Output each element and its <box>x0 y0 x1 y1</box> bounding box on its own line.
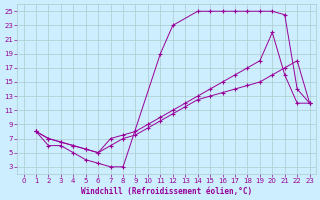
X-axis label: Windchill (Refroidissement éolien,°C): Windchill (Refroidissement éolien,°C) <box>81 187 252 196</box>
